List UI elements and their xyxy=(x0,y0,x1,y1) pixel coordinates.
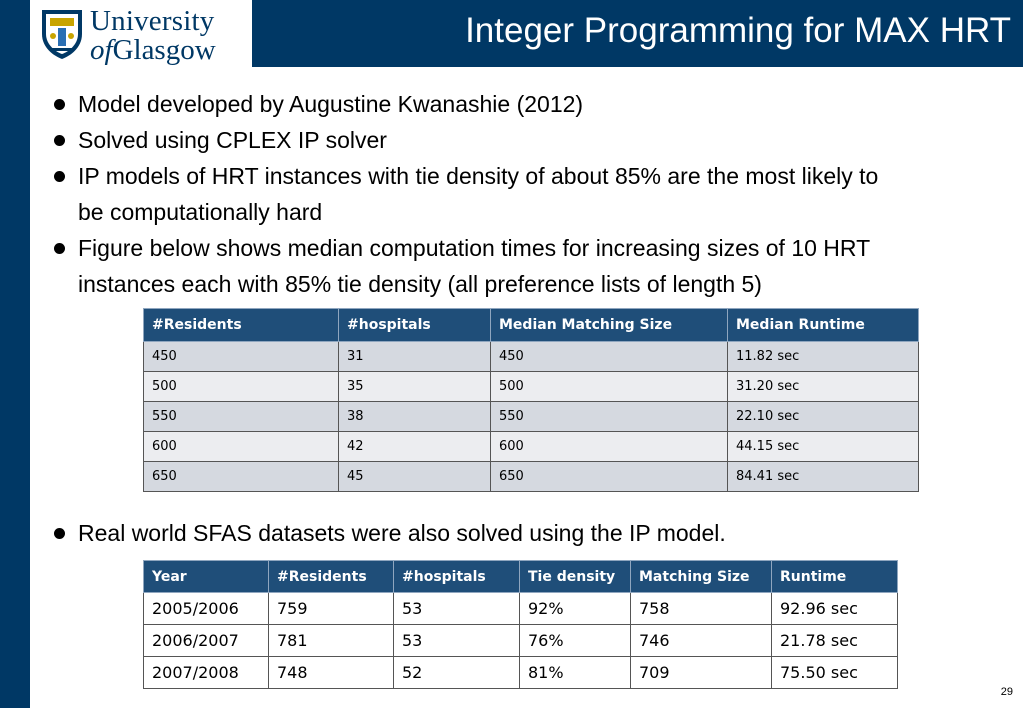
bullet-text-cont: be computationally hard xyxy=(78,199,323,225)
table-cell: 21.78 sec xyxy=(771,624,898,657)
table-cell: 84.41 sec xyxy=(727,461,919,492)
bullet-text: Solved using CPLEX IP solver xyxy=(78,127,387,153)
table-cell: 600 xyxy=(143,431,339,462)
table-cell: 53 xyxy=(393,592,520,625)
table-header-cell: Median Matching Size xyxy=(490,308,728,342)
table-cell: 2005/2006 xyxy=(143,592,269,625)
bullet-text: Model developed by Augustine Kwanashie (… xyxy=(78,91,584,117)
table-cell: 44.15 sec xyxy=(727,431,919,462)
table-cell: 550 xyxy=(143,401,339,432)
table-cell: 76% xyxy=(519,624,631,657)
median-runtime-table: #Residents #hospitals Median Matching Si… xyxy=(143,308,919,492)
table-header-cell: #hospitals xyxy=(393,560,520,593)
bullet-item: Solved using CPLEX IP solver xyxy=(50,122,1010,158)
table-header-cell: #hospitals xyxy=(338,308,491,342)
table-header-cell: Matching Size xyxy=(630,560,772,593)
table-row: 500 35 500 31.20 sec xyxy=(143,371,919,402)
table-cell: 600 xyxy=(490,431,728,462)
bullet-text: Figure below shows median computation ti… xyxy=(78,235,871,261)
logo-of: of xyxy=(90,34,113,66)
left-accent-bar xyxy=(0,0,30,708)
page-number: 29 xyxy=(1000,686,1013,698)
table-cell: 709 xyxy=(630,656,772,689)
table-row: 2005/2006 759 53 92% 758 92.96 sec xyxy=(143,592,898,625)
table-cell: 81% xyxy=(519,656,631,689)
table-row: 450 31 450 11.82 sec xyxy=(143,341,919,372)
table-cell: 758 xyxy=(630,592,772,625)
logo-wordmark: University ofGlasgow xyxy=(90,5,216,66)
table-row: 550 38 550 22.10 sec xyxy=(143,401,919,432)
bullet-text: IP models of HRT instances with tie dens… xyxy=(78,163,879,189)
bullet-text-cont: instances each with 85% tie density (all… xyxy=(78,271,762,297)
table-cell: 748 xyxy=(268,656,394,689)
table-cell: 2007/2008 xyxy=(143,656,269,689)
table-cell: 31.20 sec xyxy=(727,371,919,402)
bullet-item: Figure below shows median computation ti… xyxy=(50,230,1010,302)
bullet-dot-icon xyxy=(54,171,65,182)
table-cell: 759 xyxy=(268,592,394,625)
table-cell: 650 xyxy=(143,461,339,492)
table-row: 600 42 600 44.15 sec xyxy=(143,431,919,462)
bullet-dot-icon xyxy=(54,528,65,539)
table-header-row: #Residents #hospitals Median Matching Si… xyxy=(143,308,919,342)
table-header-cell: Year xyxy=(143,560,269,593)
table-cell: 45 xyxy=(338,461,491,492)
table-cell: 53 xyxy=(393,624,520,657)
table-header-cell: #Residents xyxy=(268,560,394,593)
table-cell: 781 xyxy=(268,624,394,657)
university-logo: University ofGlasgow xyxy=(30,0,252,67)
table-cell: 42 xyxy=(338,431,491,462)
table-row: 2006/2007 781 53 76% 746 21.78 sec xyxy=(143,624,898,657)
logo-line-glasgow: ofGlasgow xyxy=(90,34,216,66)
table-header-cell: Runtime xyxy=(771,560,898,593)
bullet-text: Real world SFAS datasets were also solve… xyxy=(78,520,726,546)
table-cell: 746 xyxy=(630,624,772,657)
table-cell: 11.82 sec xyxy=(727,341,919,372)
logo-line-university: University xyxy=(90,5,215,37)
table-cell: 2006/2007 xyxy=(143,624,269,657)
table-row: 650 45 650 84.41 sec xyxy=(143,461,919,492)
bullet-dot-icon xyxy=(54,243,65,254)
table-header-cell: #Residents xyxy=(143,308,339,342)
table-cell: 450 xyxy=(143,341,339,372)
table-cell: 75.50 sec xyxy=(771,656,898,689)
table-header-cell: Median Runtime xyxy=(727,308,919,342)
table-cell: 92.96 sec xyxy=(771,592,898,625)
sfas-datasets-table: Year #Residents #hospitals Tie density M… xyxy=(143,560,898,689)
bullet-item: Real world SFAS datasets were also solve… xyxy=(50,515,1010,551)
table-cell: 500 xyxy=(490,371,728,402)
bullet-item: IP models of HRT instances with tie dens… xyxy=(50,158,1010,230)
table-cell: 550 xyxy=(490,401,728,432)
bullet-dot-icon xyxy=(54,99,65,110)
crest-icon xyxy=(42,10,82,59)
table-header-cell: Tie density xyxy=(519,560,631,593)
table-cell: 500 xyxy=(143,371,339,402)
table-cell: 38 xyxy=(338,401,491,432)
slide-title: Integer Programming for MAX HRT xyxy=(465,11,1011,50)
table-cell: 650 xyxy=(490,461,728,492)
table-row: 2007/2008 748 52 81% 709 75.50 sec xyxy=(143,656,898,689)
bullet-item: Model developed by Augustine Kwanashie (… xyxy=(50,86,1010,122)
table-cell: 31 xyxy=(338,341,491,372)
table-cell: 22.10 sec xyxy=(727,401,919,432)
table-header-row: Year #Residents #hospitals Tie density M… xyxy=(143,560,898,593)
table-cell: 450 xyxy=(490,341,728,372)
table-cell: 52 xyxy=(393,656,520,689)
logo-glasgow: Glasgow xyxy=(112,34,216,66)
bullet-list: Model developed by Augustine Kwanashie (… xyxy=(50,86,1010,302)
bullet-dot-icon xyxy=(54,135,65,146)
bullet-list-secondary: Real world SFAS datasets were also solve… xyxy=(50,515,1010,551)
table-cell: 35 xyxy=(338,371,491,402)
table-cell: 92% xyxy=(519,592,631,625)
